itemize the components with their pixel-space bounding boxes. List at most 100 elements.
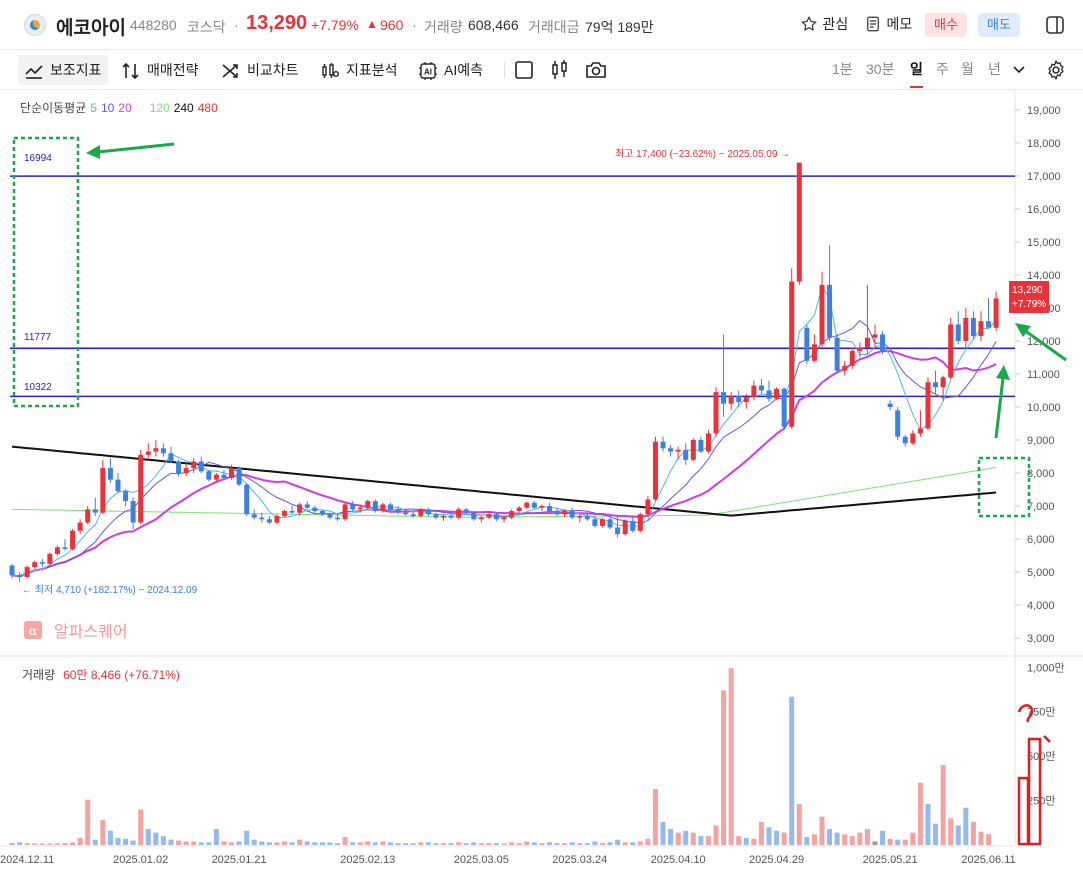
candle-type-icon[interactable] [549, 59, 571, 81]
volume-bar [705, 836, 711, 845]
volume-bar [531, 842, 537, 845]
candle-body [62, 547, 68, 549]
strategy-label: 매매전략 [147, 62, 199, 78]
period-1min[interactable]: 1분 [832, 61, 853, 77]
candle-body [554, 511, 560, 515]
candle-body [645, 499, 651, 515]
volume-bar [213, 829, 219, 845]
price-tick-label: 9,000 [1027, 435, 1055, 447]
candle-body [138, 454, 144, 523]
price-tick-label: 10,000 [1027, 402, 1061, 414]
high-annotation: 최고 17,400 (−23.62%) − 2025.05.09 → [615, 148, 790, 160]
candle-body [963, 317, 969, 341]
candle-body [9, 565, 15, 576]
memo-button[interactable]: 메모 [864, 14, 912, 36]
volume-bar [970, 821, 976, 845]
candle-body [259, 517, 265, 520]
candle-body [54, 547, 60, 554]
period-month[interactable]: 월 [961, 61, 974, 77]
candle-body [948, 324, 954, 378]
green-dotted-box-left [12, 136, 80, 408]
candle-body [675, 449, 681, 452]
period-week[interactable]: 주 [936, 61, 949, 77]
volume-bar [198, 842, 204, 845]
candle-body [274, 515, 280, 523]
volume-bar [887, 838, 893, 845]
candle-body [312, 507, 318, 511]
buy-button[interactable]: 매수 [925, 13, 967, 37]
candle-body [335, 517, 341, 520]
candle-body [213, 474, 219, 480]
date-tick-label: 2025.04.10 [651, 854, 706, 866]
volume-tick-label: 750만 [1027, 706, 1055, 719]
price-chart[interactable]: 19,00018,00017,00016,00015,00014,00013,0… [0, 90, 1083, 874]
candle-body [516, 507, 522, 511]
volume-bar [569, 842, 575, 845]
volume-bar [335, 843, 341, 845]
camera-icon[interactable] [585, 60, 607, 80]
volume-bar [138, 809, 144, 845]
panel-toggle-icon[interactable] [1045, 15, 1065, 35]
sell-button[interactable]: 매도 [978, 13, 1020, 37]
volume-bar [509, 842, 515, 845]
candle-body [425, 509, 431, 515]
candle-body [176, 461, 182, 474]
volume-bar [123, 838, 129, 845]
strategy-icon [122, 63, 139, 80]
date-axis-labels: 2024.12.11 2025.01.02 2025.01.21 2025.02.13… [0, 854, 1016, 866]
volume-bar [17, 842, 23, 845]
chevron-down-icon[interactable] [1012, 64, 1026, 76]
separator-dot: · [234, 17, 239, 33]
ai-predict-button[interactable]: AI AI예측 [418, 50, 483, 90]
compare-label: 비교차트 [247, 62, 299, 78]
volume-bar [933, 823, 939, 845]
ai-chip-icon: AI [419, 62, 437, 81]
change-percent: +7.79% [311, 17, 359, 33]
candle-body [77, 522, 83, 531]
volume-bar [758, 821, 764, 845]
change-up-icon: ▲ [366, 17, 378, 31]
candle-body [107, 468, 113, 480]
indicator-icon [25, 65, 43, 80]
candle-body [471, 512, 477, 520]
volume-bar [774, 830, 780, 845]
volume-bar [115, 837, 121, 845]
watch-button[interactable]: 관심 [800, 14, 848, 36]
candle-body [751, 385, 757, 398]
candle-body [607, 519, 613, 528]
candle-body [297, 504, 303, 513]
period-30min[interactable]: 30분 [866, 61, 895, 77]
indicator-button[interactable]: 보조지표 [18, 55, 108, 85]
volume-bar [728, 668, 734, 845]
volume-bar [675, 832, 681, 845]
volume-bar [713, 825, 719, 845]
candle-body [925, 382, 931, 429]
candle-body [266, 519, 272, 523]
period-day[interactable]: 일 [910, 50, 923, 88]
volume-bar [319, 842, 325, 845]
candle-body [637, 514, 643, 531]
volume-bar [153, 832, 159, 845]
square-draw-icon[interactable] [514, 60, 534, 80]
strategy-button[interactable]: 매매전략 [121, 50, 199, 90]
period-year[interactable]: 년 [988, 61, 1001, 77]
volume-bar [206, 842, 212, 845]
volume-bar [410, 843, 416, 845]
volume-bar [304, 841, 310, 845]
candle-body [342, 504, 348, 520]
compare-button[interactable]: 비교차트 [221, 50, 299, 90]
volume-bar [743, 837, 749, 845]
green-arrow-left [86, 142, 175, 159]
price-tick-label: 8,000 [1027, 468, 1055, 480]
volume-bar [380, 841, 386, 845]
market-label: 코스닥 [187, 19, 226, 35]
candle-body [789, 281, 795, 427]
volume-bar [910, 832, 916, 845]
analysis-button[interactable]: 지표분석 [320, 50, 398, 90]
volume-bar [986, 834, 992, 845]
gear-icon[interactable] [1045, 59, 1067, 81]
volume-bar [183, 841, 189, 845]
candle-body [774, 388, 780, 399]
amount-label: 거래대금 [528, 19, 580, 35]
candle-body [683, 449, 689, 460]
